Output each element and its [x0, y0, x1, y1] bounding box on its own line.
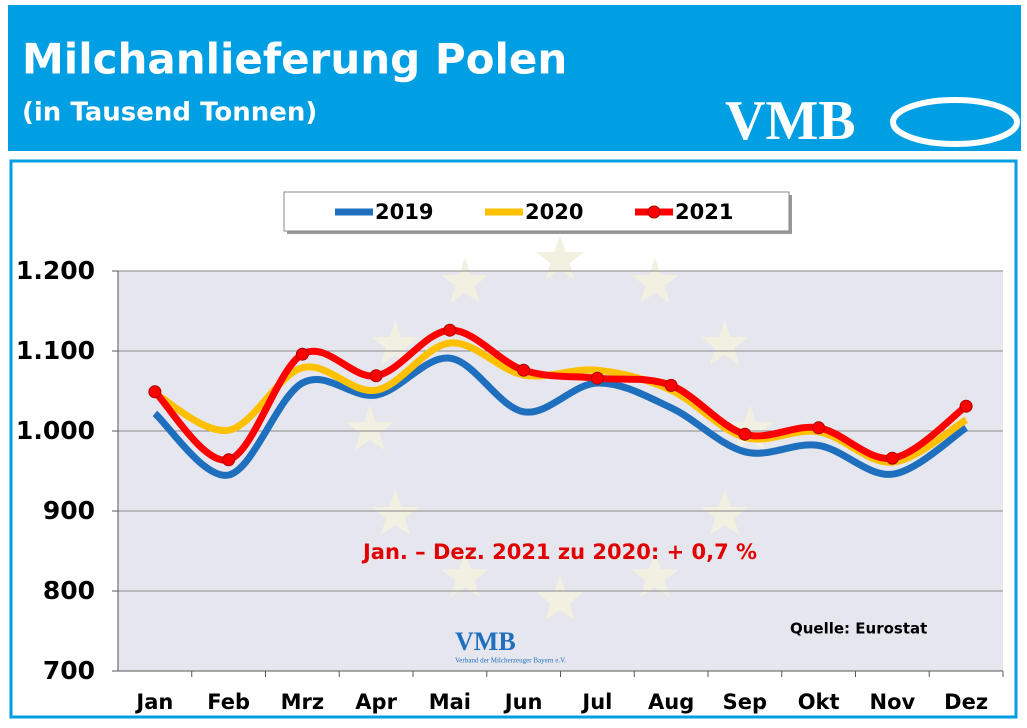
star	[371, 320, 420, 366]
legend-marker	[647, 205, 661, 219]
x-tick-label: Jul	[580, 690, 612, 714]
data-point	[517, 363, 531, 377]
x-tick-label: Mai	[429, 690, 471, 714]
star	[631, 552, 679, 598]
y-tick-label: 700	[43, 656, 95, 685]
star	[441, 257, 489, 303]
x-tick-label: Sep	[723, 690, 767, 714]
watermark-subtitle: Verband der Milcherzeuger Bayern e.V.	[455, 657, 566, 665]
star	[441, 552, 489, 598]
y-tick-label: 1.200	[16, 256, 95, 285]
data-point	[885, 451, 899, 465]
series-line	[152, 326, 969, 464]
y-tick-label: 900	[43, 496, 95, 525]
y-tick-label: 1.000	[16, 416, 95, 445]
source-note: Quelle: Eurostat	[790, 620, 927, 638]
data-point	[222, 453, 236, 467]
annotation: Jan. – Dez. 2021 zu 2020: + 0,7 %	[361, 540, 757, 564]
y-tick-label: 800	[43, 576, 95, 605]
star	[726, 405, 774, 451]
legend-label: 2020	[525, 200, 583, 224]
chart-subtitle: (in Tausend Tonnen)	[22, 98, 317, 128]
header-logo: VMB	[725, 90, 856, 152]
x-tick-label: Apr	[355, 690, 397, 714]
legend-label: 2019	[375, 200, 433, 224]
data-point	[295, 347, 309, 361]
x-tick-label: Okt	[798, 690, 840, 714]
data-point	[959, 399, 973, 413]
data-point	[443, 323, 457, 337]
star	[371, 490, 420, 536]
x-tick-label: Nov	[870, 690, 916, 714]
star	[700, 490, 749, 536]
data-point	[812, 421, 826, 435]
x-tick-label: Jan	[134, 690, 173, 714]
series-line	[152, 354, 969, 479]
watermark-logo: VMB	[455, 627, 516, 656]
star	[536, 575, 584, 621]
data-point	[148, 385, 162, 399]
data-point	[738, 427, 752, 441]
background-stars	[346, 235, 774, 621]
logo-swoosh	[890, 97, 1020, 147]
star	[700, 320, 749, 366]
data-point	[664, 378, 678, 392]
x-tick-label: Jun	[503, 690, 543, 714]
x-tick-label: Mrz	[281, 690, 324, 714]
header-band	[8, 5, 1021, 151]
x-tick-label: Feb	[207, 690, 250, 714]
data-point	[369, 369, 383, 383]
star	[536, 235, 584, 281]
legend-label: 2021	[675, 200, 733, 224]
legend-box	[283, 191, 790, 232]
chart-title: Milchanlieferung Polen	[22, 35, 567, 84]
x-tick-label: Aug	[648, 690, 694, 714]
x-tick-label: Dez	[944, 690, 988, 714]
star	[631, 257, 679, 303]
data-point	[590, 371, 604, 385]
y-tick-label: 1.100	[16, 336, 95, 365]
star	[346, 405, 394, 451]
